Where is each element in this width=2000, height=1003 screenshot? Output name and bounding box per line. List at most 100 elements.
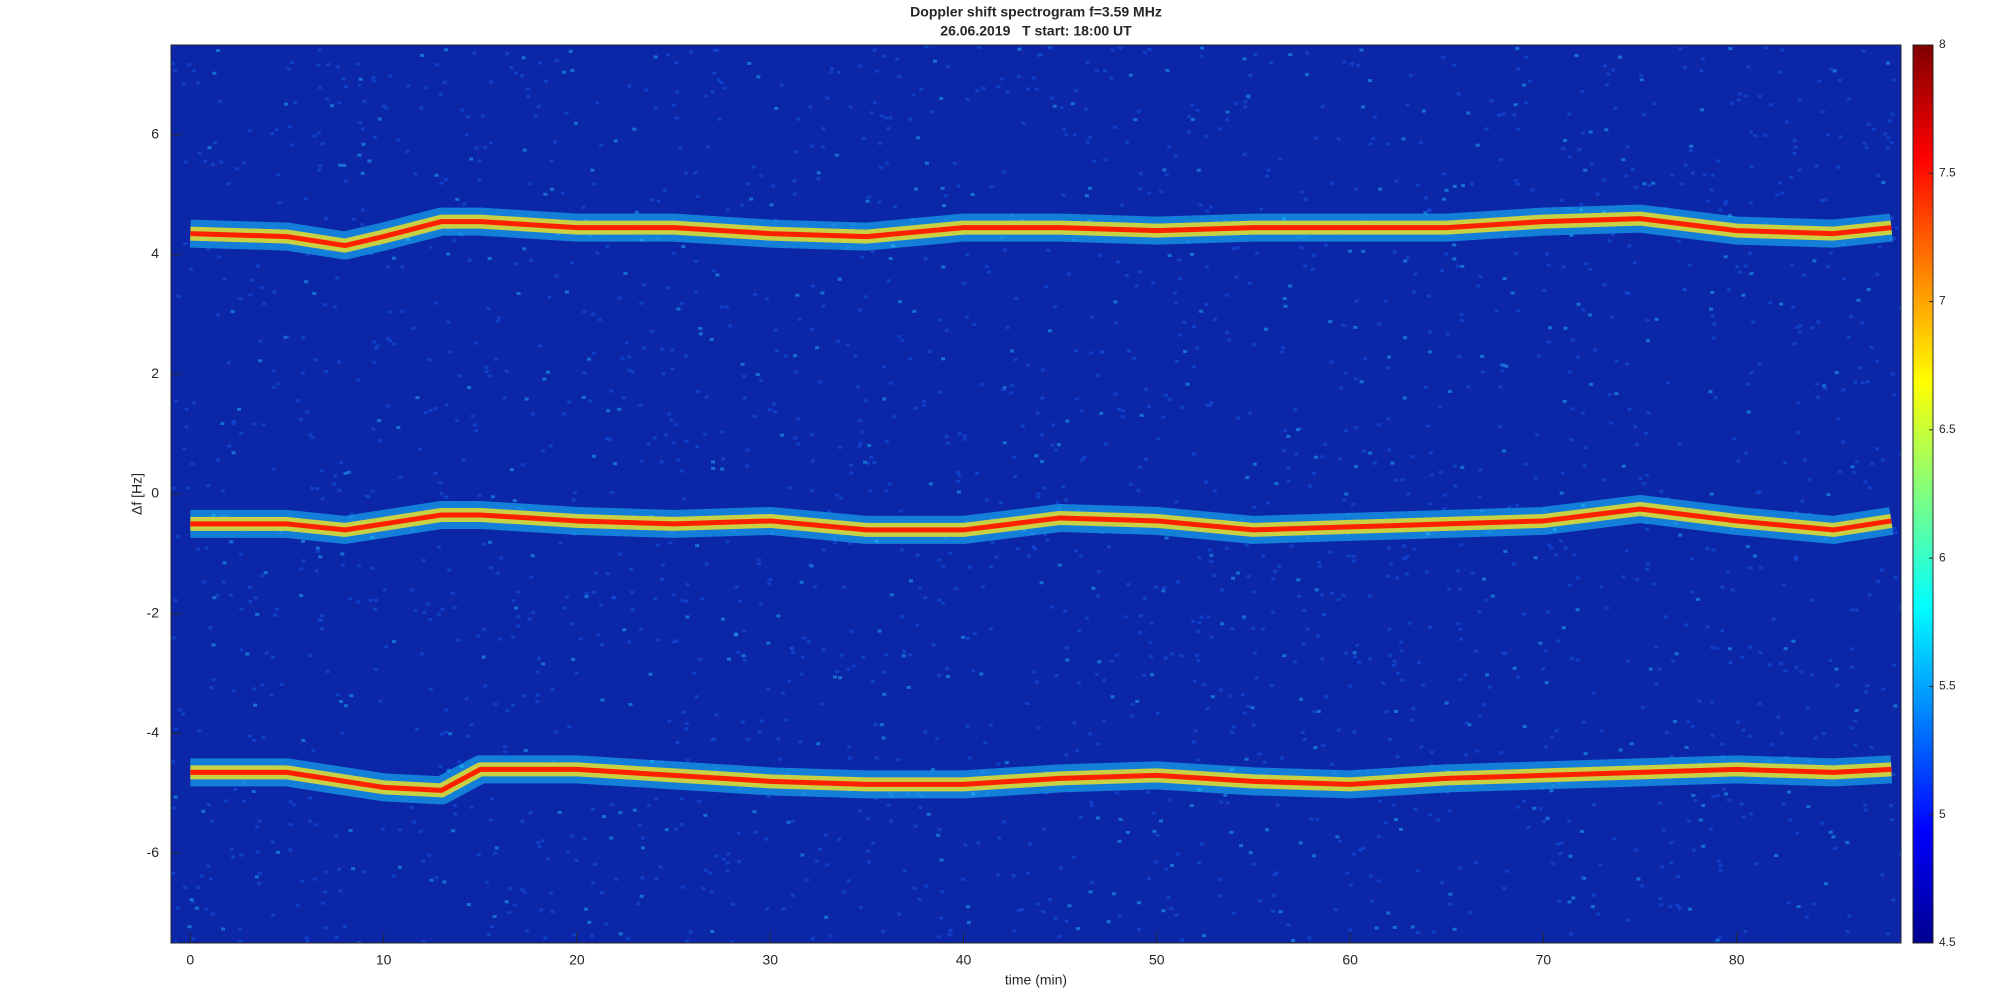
- noise-speck: [183, 886, 188, 890]
- noise-speck: [1757, 362, 1762, 366]
- noise-speck: [1503, 549, 1508, 553]
- noise-speck: [1612, 837, 1617, 841]
- noise-speck: [1196, 629, 1201, 633]
- noise-speck: [1444, 252, 1449, 256]
- noise-speck: [1399, 640, 1404, 644]
- noise-speck: [877, 141, 882, 145]
- noise-speck: [1167, 798, 1172, 802]
- noise-speck: [1043, 533, 1048, 537]
- noise-speck: [1642, 182, 1647, 186]
- noise-speck: [324, 870, 329, 874]
- noise-speck: [455, 197, 460, 201]
- noise-speck: [1271, 610, 1276, 614]
- noise-speck: [411, 326, 416, 330]
- noise-speck: [1328, 320, 1333, 324]
- noise-speck: [741, 654, 746, 658]
- noise-speck: [536, 657, 541, 661]
- noise-speck: [1744, 451, 1749, 455]
- noise-speck: [484, 880, 489, 884]
- noise-speck: [544, 80, 549, 84]
- noise-speck: [536, 693, 541, 697]
- noise-speck: [1892, 393, 1897, 397]
- noise-speck: [1195, 108, 1200, 112]
- noise-speck: [681, 710, 686, 714]
- noise-speck: [253, 596, 258, 600]
- noise-speck: [1361, 105, 1366, 109]
- noise-speck: [1638, 477, 1643, 481]
- noise-speck: [423, 86, 428, 90]
- noise-speck: [1633, 425, 1638, 429]
- noise-speck: [1544, 681, 1549, 685]
- noise-speck: [1804, 915, 1809, 919]
- noise-speck: [536, 841, 541, 845]
- noise-speck: [596, 633, 601, 637]
- noise-speck: [564, 290, 569, 294]
- noise-speck: [703, 813, 708, 817]
- noise-speck: [1089, 315, 1094, 319]
- noise-speck: [1182, 320, 1187, 324]
- noise-speck: [1046, 248, 1051, 252]
- noise-speck: [765, 907, 770, 911]
- noise-speck: [1870, 462, 1875, 466]
- noise-speck: [1062, 127, 1067, 131]
- noise-speck: [1683, 163, 1688, 167]
- noise-speck: [1466, 385, 1471, 389]
- noise-speck: [1053, 305, 1058, 309]
- noise-speck: [1099, 411, 1104, 415]
- noise-speck: [349, 694, 354, 698]
- noise-speck: [892, 415, 897, 419]
- noise-speck: [710, 738, 715, 742]
- noise-speck: [1110, 659, 1115, 663]
- noise-speck: [736, 650, 741, 654]
- noise-speck: [1779, 302, 1784, 306]
- noise-speck: [1502, 886, 1507, 890]
- noise-speck: [1354, 299, 1359, 303]
- noise-speck: [467, 385, 472, 389]
- noise-speck: [1504, 869, 1509, 873]
- noise-speck: [1478, 468, 1483, 472]
- noise-speck: [1320, 104, 1325, 108]
- noise-speck: [323, 926, 328, 930]
- noise-speck: [1048, 898, 1053, 902]
- noise-speck: [343, 471, 348, 475]
- noise-speck: [693, 171, 698, 175]
- noise-speck: [229, 540, 234, 544]
- noise-speck: [263, 571, 268, 575]
- noise-speck: [874, 756, 879, 760]
- noise-speck: [1691, 793, 1696, 797]
- noise-speck: [1545, 610, 1550, 614]
- y-tick-label: 2: [151, 365, 159, 381]
- noise-speck: [860, 430, 865, 434]
- noise-speck: [1174, 913, 1179, 917]
- noise-speck: [680, 885, 685, 889]
- noise-speck: [1342, 60, 1347, 64]
- noise-speck: [1877, 245, 1882, 249]
- noise-speck: [590, 881, 595, 885]
- noise-speck: [1816, 395, 1821, 399]
- noise-speck: [1554, 553, 1559, 557]
- noise-speck: [508, 887, 513, 891]
- noise-speck: [1828, 830, 1833, 834]
- noise-speck: [258, 339, 263, 343]
- noise-speck: [1669, 754, 1674, 758]
- noise-speck: [1348, 249, 1353, 253]
- noise-speck: [1251, 626, 1256, 630]
- noise-speck: [845, 343, 850, 347]
- noise-speck: [1690, 557, 1695, 561]
- noise-speck: [1239, 844, 1244, 848]
- noise-speck: [1610, 233, 1615, 237]
- noise-speck: [1686, 720, 1691, 724]
- noise-speck: [1470, 571, 1475, 575]
- noise-speck: [1513, 103, 1518, 107]
- noise-speck: [638, 403, 643, 407]
- noise-speck: [175, 906, 180, 910]
- noise-speck: [557, 810, 562, 814]
- noise-speck: [899, 548, 904, 552]
- noise-speck: [252, 422, 257, 426]
- noise-speck: [1853, 719, 1858, 723]
- noise-speck: [1278, 910, 1283, 914]
- noise-speck: [1536, 354, 1541, 358]
- noise-speck: [945, 667, 950, 671]
- noise-speck: [810, 433, 815, 437]
- noise-speck: [1278, 157, 1283, 161]
